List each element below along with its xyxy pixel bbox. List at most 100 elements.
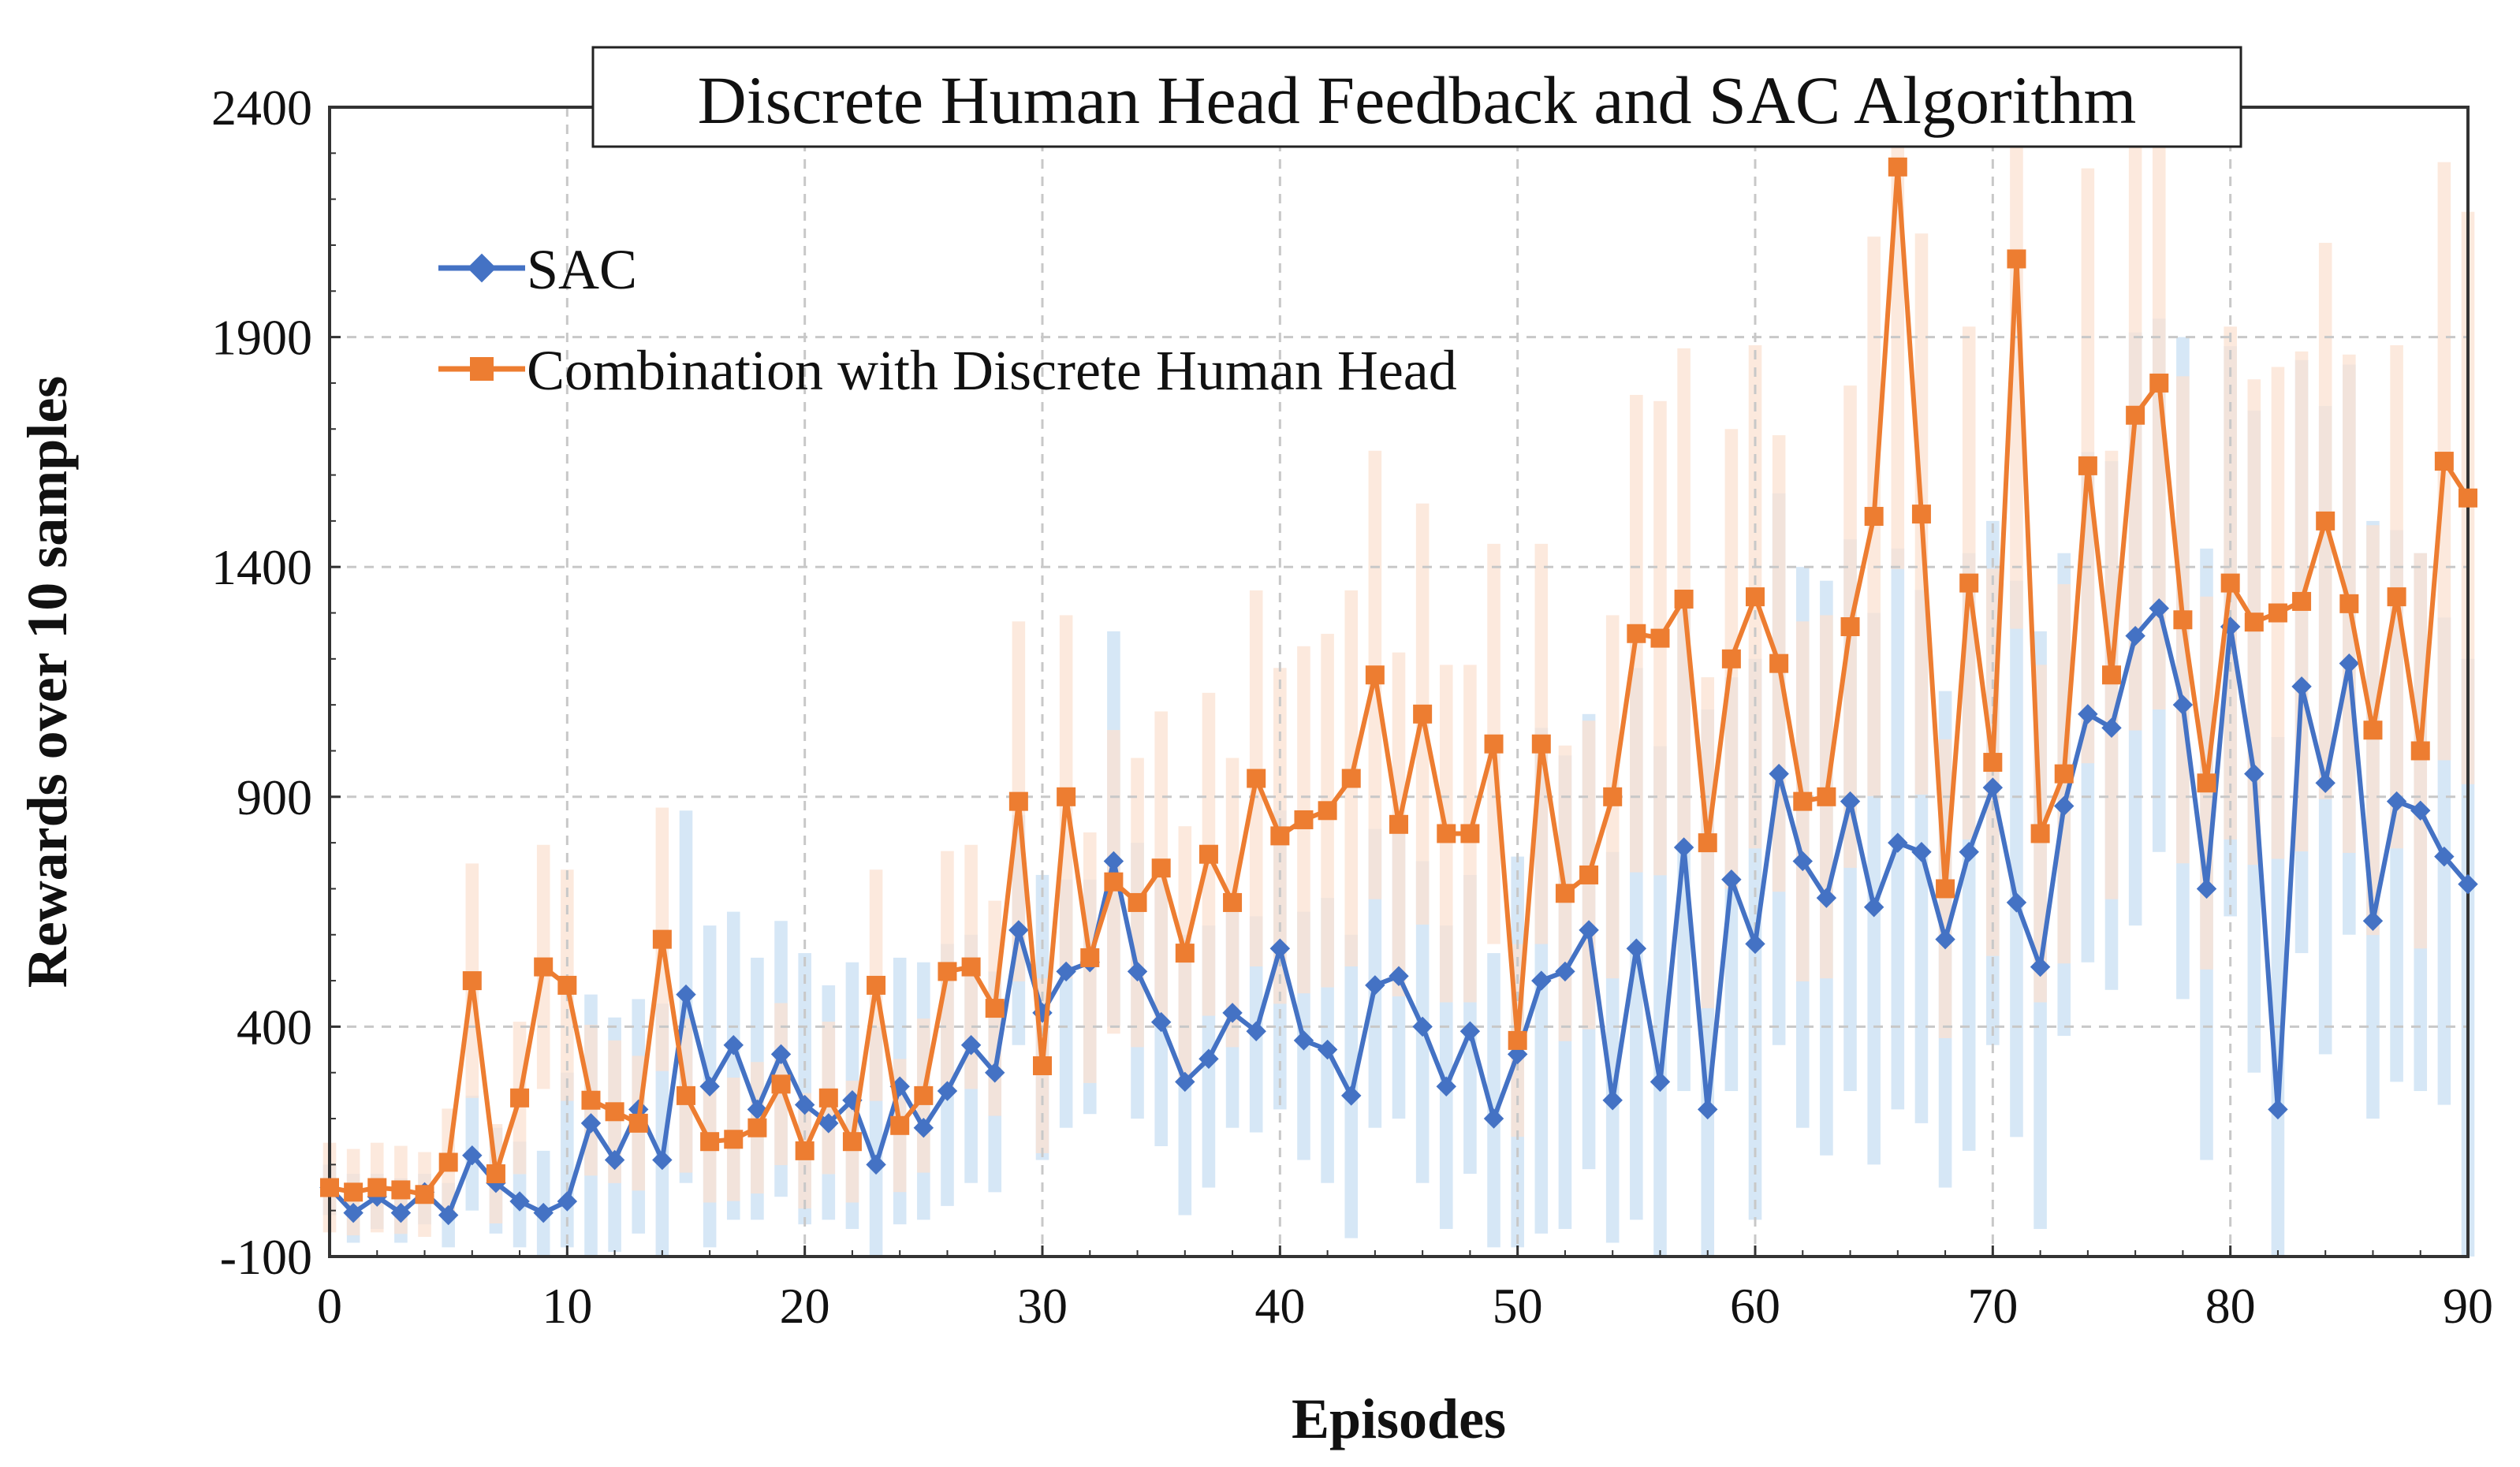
sac-point — [2030, 956, 2051, 977]
legend-item-combination: Combination with Discrete Human Head — [438, 339, 1457, 402]
combination-point — [1698, 833, 1717, 853]
combination-point — [1033, 1056, 1052, 1075]
combination-point — [771, 1074, 791, 1094]
combination-point — [320, 1178, 339, 1197]
combination-point — [1460, 824, 1480, 843]
combination-point — [1080, 948, 1100, 967]
combination-point — [1579, 865, 1599, 884]
y-tick-label: 1400 — [211, 539, 312, 595]
combination-point — [1175, 944, 1195, 963]
sac-point — [1459, 1021, 1481, 1041]
combination-point — [1603, 787, 1623, 806]
legend-marker-combination — [470, 357, 494, 381]
chart-title-box — [591, 46, 2242, 148]
combination-point — [1793, 791, 1813, 811]
x-tick-label: 10 — [542, 1278, 592, 1334]
combination-point — [2197, 773, 2216, 793]
combination-point — [2078, 456, 2097, 475]
combination-point — [724, 1130, 744, 1149]
combination-point — [486, 1164, 505, 1184]
combination-point — [2363, 720, 2383, 740]
combination-point — [1247, 769, 1266, 788]
x-tick-label: 90 — [2443, 1278, 2493, 1334]
sac-error-band — [1891, 548, 1905, 1110]
sac-point — [1127, 961, 1148, 982]
combination-point — [1911, 505, 1931, 524]
combination-point — [2316, 511, 2335, 531]
combination-point — [1413, 704, 1433, 724]
x-tick-label: 30 — [1017, 1278, 1068, 1334]
legend-label-combination: Combination with Discrete Human Head — [527, 339, 1457, 402]
combination-point — [677, 1085, 695, 1105]
combination-point — [1294, 810, 1314, 829]
sac-point — [1769, 763, 1789, 784]
combination-point — [1198, 844, 1218, 864]
sac-point — [1888, 832, 1908, 853]
sac-point — [1935, 929, 1955, 950]
sac-point — [676, 984, 696, 1005]
combination-point — [1721, 649, 1741, 668]
combination-point — [534, 957, 554, 977]
combination-point — [747, 1118, 767, 1137]
legend-marker-sac — [467, 253, 497, 283]
sac-point — [1317, 1039, 1338, 1060]
combination-point — [1151, 858, 1171, 878]
combination-point — [2410, 741, 2430, 761]
combination-point — [2244, 612, 2264, 632]
sac-point — [2078, 704, 2098, 724]
combination-point — [2054, 764, 2074, 784]
combination-point — [842, 1132, 862, 1152]
x-tick-label: 60 — [1730, 1278, 1780, 1334]
y-tick-label: 400 — [237, 999, 312, 1055]
combination-point — [1223, 892, 1243, 912]
combination-point — [2458, 488, 2477, 508]
combination-point — [2030, 824, 2050, 843]
combination-point — [462, 971, 482, 991]
sac-point — [1863, 897, 1884, 918]
sac-point — [2054, 795, 2075, 817]
y-axis: -100 400 900 1400 1900 2400 — [211, 80, 341, 1285]
combination-point — [2434, 452, 2454, 471]
combination-point — [914, 1085, 934, 1105]
x-tick-label: 50 — [1493, 1278, 1543, 1334]
x-tick-label: 20 — [780, 1278, 830, 1334]
combination-point — [557, 975, 577, 995]
combination-point — [2173, 610, 2193, 630]
combination-point — [1936, 879, 1955, 899]
sac-point — [1745, 933, 1765, 955]
combination-point — [2387, 587, 2406, 607]
y-tick-label: -100 — [220, 1229, 312, 1285]
combination-point — [1650, 628, 1670, 648]
sac-point — [1531, 970, 1552, 991]
combination-point — [1484, 734, 1504, 754]
y-axis-title: Rewards over 10 samples — [16, 376, 79, 989]
combination-point — [2149, 373, 2169, 393]
sac-point — [2101, 717, 2122, 739]
sac-point — [770, 1044, 792, 1065]
combination-point — [1437, 824, 1456, 843]
combination-point — [2007, 249, 2026, 269]
sac-point — [2386, 791, 2407, 812]
sac-point — [1436, 1076, 1456, 1097]
combination-point — [438, 1152, 458, 1172]
sac-point — [1008, 920, 1029, 940]
sac-point — [1056, 961, 1076, 982]
sac-point — [1412, 1016, 1433, 1037]
combination-point — [1365, 665, 1385, 685]
x-tick-label: 80 — [2205, 1278, 2256, 1334]
sac-point — [2006, 892, 2027, 913]
sac-point — [1269, 938, 1291, 959]
combination-point — [700, 1132, 720, 1152]
combination-point — [1508, 1030, 1527, 1050]
combination-point — [1769, 653, 1789, 673]
combination-point — [1531, 734, 1551, 754]
sac-point — [1698, 1099, 1718, 1120]
combination-point — [2292, 591, 2312, 611]
sac-point — [1626, 938, 1647, 959]
combination-point — [985, 999, 1005, 1018]
sac-point — [1959, 842, 1979, 862]
combination-point — [1840, 617, 1860, 637]
sac-point — [1483, 1108, 1504, 1129]
combination-point — [510, 1088, 530, 1108]
